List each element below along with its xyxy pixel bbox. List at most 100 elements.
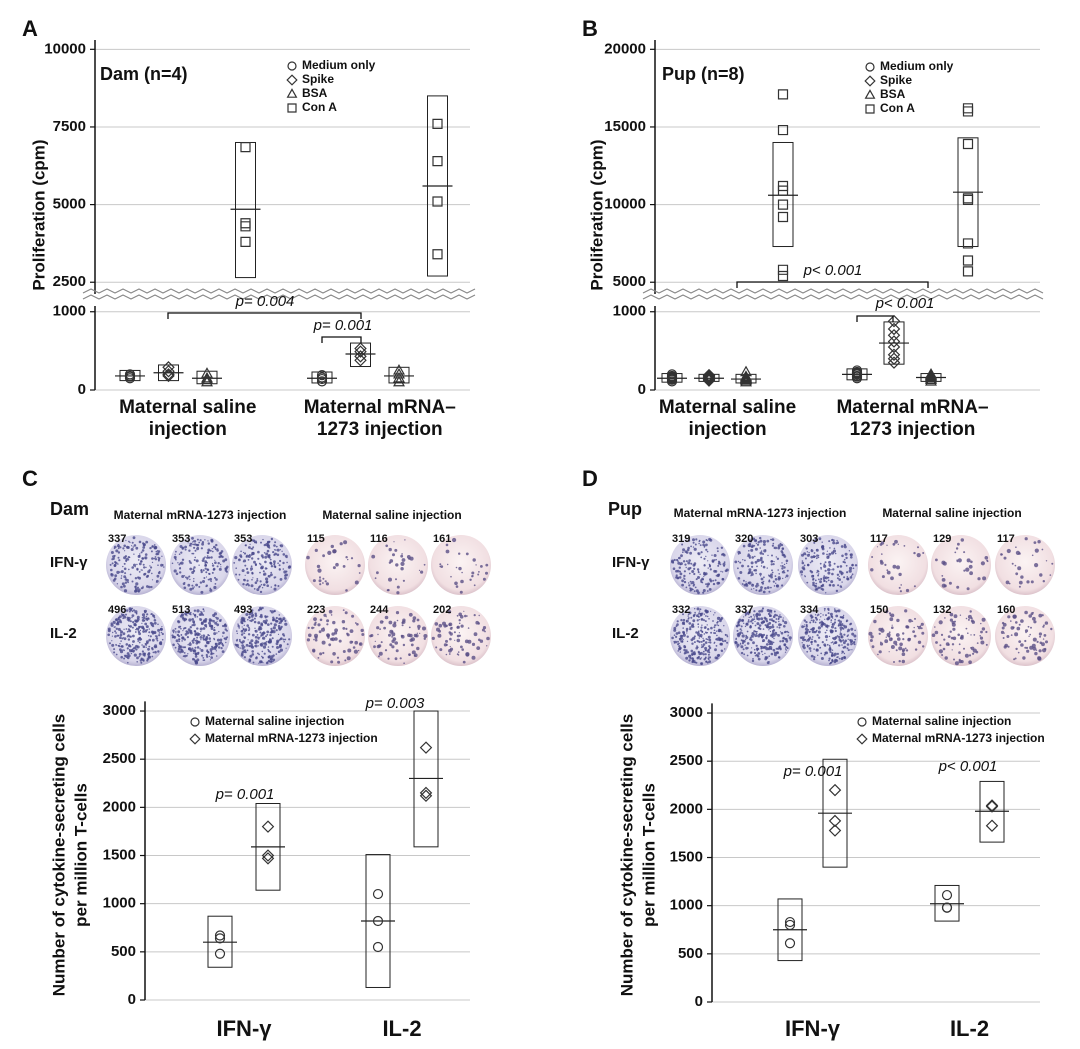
spot	[270, 571, 273, 574]
spot	[837, 619, 840, 622]
data-point	[784, 916, 796, 928]
spot	[745, 634, 748, 637]
spot	[235, 644, 238, 647]
spot	[720, 570, 722, 573]
spot	[1029, 633, 1031, 636]
spot	[202, 636, 205, 640]
spot	[190, 611, 192, 614]
spot	[967, 614, 972, 619]
spot	[811, 636, 814, 638]
spot	[392, 637, 397, 641]
legend-marker	[856, 733, 868, 745]
spot	[119, 546, 122, 549]
spot	[233, 562, 236, 564]
spot	[823, 623, 826, 626]
spot	[880, 641, 882, 644]
spot	[395, 563, 399, 567]
spot	[1015, 546, 1017, 548]
spot	[145, 640, 149, 644]
spot	[838, 575, 840, 578]
spot	[250, 547, 252, 550]
spot	[818, 537, 822, 541]
spot	[251, 650, 254, 653]
spot	[755, 589, 758, 592]
spot	[188, 575, 191, 578]
spot	[934, 626, 936, 628]
spot	[849, 566, 853, 571]
spot	[917, 625, 922, 630]
spot	[160, 631, 163, 634]
spot	[357, 564, 361, 568]
spot	[193, 546, 196, 549]
spot	[280, 645, 282, 647]
spot	[400, 634, 404, 638]
spot	[453, 631, 456, 634]
spot	[831, 551, 835, 555]
spot	[828, 563, 832, 567]
spot	[781, 567, 784, 570]
spot	[833, 621, 837, 624]
spot	[264, 567, 268, 570]
spot	[942, 561, 947, 566]
spot	[773, 561, 775, 563]
spot	[969, 571, 973, 576]
spot	[151, 647, 154, 650]
spot	[682, 621, 684, 624]
spot	[317, 623, 321, 627]
spot	[903, 545, 906, 547]
spot	[770, 642, 774, 646]
spot	[914, 617, 916, 620]
spot	[914, 648, 918, 651]
spot	[110, 551, 114, 554]
spot	[158, 570, 161, 573]
spot	[919, 625, 922, 627]
spot	[741, 634, 745, 638]
legend-label: BSA	[880, 87, 906, 101]
spot	[401, 553, 403, 555]
spot	[150, 550, 153, 553]
spot	[322, 627, 325, 629]
spot	[278, 622, 281, 625]
spot	[200, 570, 203, 574]
spot	[704, 620, 707, 623]
spot	[748, 539, 752, 543]
spot	[836, 565, 840, 568]
spot	[889, 617, 894, 622]
spot	[194, 652, 198, 656]
spot	[280, 637, 283, 640]
spot	[127, 638, 131, 641]
spot	[837, 609, 841, 613]
spot	[841, 581, 843, 583]
spot	[757, 652, 761, 655]
spot	[120, 570, 124, 574]
spot	[827, 571, 831, 575]
data-point	[354, 350, 367, 363]
spot	[840, 616, 843, 619]
spot	[699, 573, 701, 575]
spot	[198, 613, 202, 616]
spot	[828, 560, 832, 564]
spot	[200, 631, 202, 633]
spot	[241, 646, 245, 650]
spot	[222, 624, 225, 628]
spot	[775, 584, 780, 588]
spot	[762, 653, 764, 656]
spot	[330, 614, 333, 616]
row-label: IL-2	[612, 625, 639, 642]
spot	[839, 639, 843, 643]
spot	[815, 557, 818, 560]
spot	[750, 615, 753, 618]
spot	[373, 645, 376, 649]
spot	[705, 583, 708, 586]
spot-count: 115	[307, 533, 325, 545]
spot	[689, 551, 692, 555]
spot	[836, 573, 840, 576]
spot	[187, 653, 189, 655]
spot	[269, 631, 272, 634]
spot	[178, 567, 182, 570]
spot	[920, 622, 924, 626]
spot	[834, 627, 837, 630]
spot	[941, 578, 946, 582]
spot	[159, 577, 162, 579]
spot	[206, 655, 209, 658]
